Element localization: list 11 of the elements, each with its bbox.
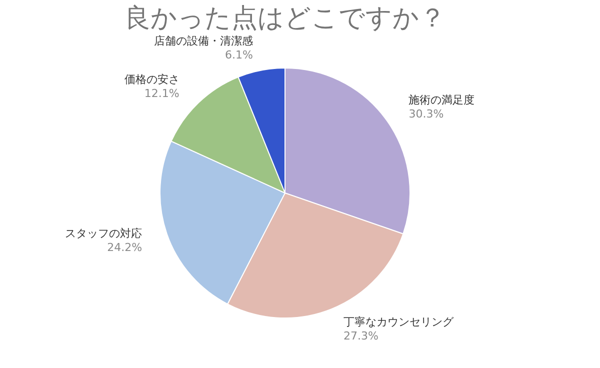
slice-label: 施術の満足度: [408, 94, 475, 107]
data-label: 6.1%: [225, 48, 253, 62]
data-label: 24.2%: [107, 241, 142, 254]
slice-label: 丁寧なカウンセリング: [344, 316, 455, 329]
slice-label: 価格の安さ: [124, 72, 180, 86]
data-label: 30.3%: [408, 108, 444, 121]
slice-label: スタッフの対応: [65, 227, 142, 240]
data-label: 27.3%: [344, 330, 378, 343]
slice-label: 店舗の設備・清潔感: [154, 34, 253, 48]
data-label: 12.1%: [144, 86, 180, 100]
chart-title: 良かった点はどこですか？: [124, 4, 446, 34]
